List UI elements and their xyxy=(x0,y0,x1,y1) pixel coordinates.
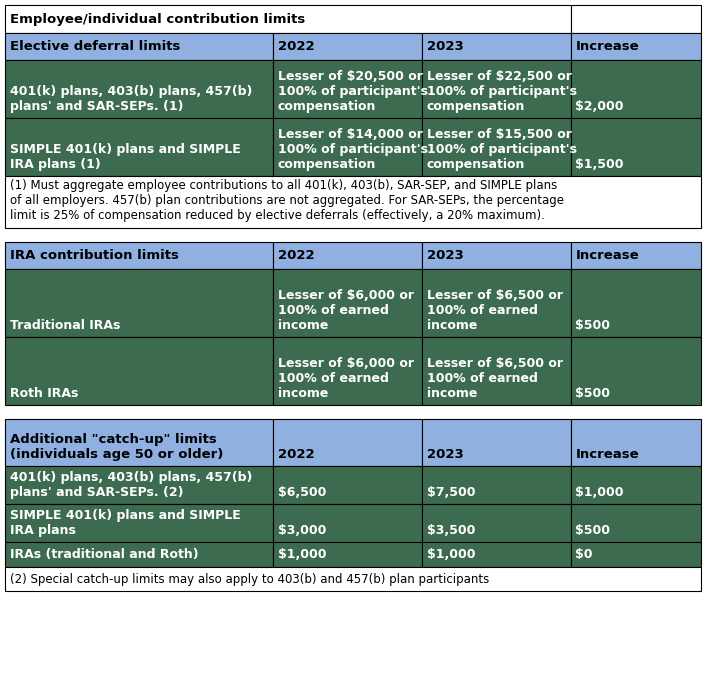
Text: $1,500: $1,500 xyxy=(575,158,624,171)
Text: (2) Special catch-up limits may also apply to 403(b) and 457(b) plan participant: (2) Special catch-up limits may also app… xyxy=(10,572,489,586)
Bar xyxy=(273,419,421,466)
Text: (1) Must aggregate employee contributions to all 401(k), 403(b), SAR-SEP, and SI: (1) Must aggregate employee contribution… xyxy=(10,179,564,222)
Text: Roth IRAs: Roth IRAs xyxy=(10,387,78,400)
Text: Elective deferral limits: Elective deferral limits xyxy=(10,40,180,53)
Text: 2023: 2023 xyxy=(426,40,463,53)
Text: Lesser of $15,500 or
100% of participant's
compensation: Lesser of $15,500 or 100% of participant… xyxy=(426,128,577,171)
Bar xyxy=(273,504,421,542)
Text: SIMPLE 401(k) plans and SIMPLE
IRA plans (1): SIMPLE 401(k) plans and SIMPLE IRA plans… xyxy=(10,143,241,171)
Text: $1,000: $1,000 xyxy=(426,548,475,561)
Bar xyxy=(5,242,273,269)
Bar xyxy=(5,33,273,60)
Text: Lesser of $6,000 or
100% of earned
income: Lesser of $6,000 or 100% of earned incom… xyxy=(278,289,414,332)
Bar xyxy=(570,419,701,466)
Bar xyxy=(421,269,570,337)
Bar xyxy=(5,419,273,466)
Text: 401(k) plans, 403(b) plans, 457(b)
plans' and SAR-SEPs. (2): 401(k) plans, 403(b) plans, 457(b) plans… xyxy=(10,471,252,499)
Bar xyxy=(570,269,701,337)
Bar xyxy=(421,337,570,405)
Text: Additional "catch-up" limits
(individuals age 50 or older): Additional "catch-up" limits (individual… xyxy=(10,433,223,461)
Text: Increase: Increase xyxy=(575,40,639,53)
Text: $1,000: $1,000 xyxy=(575,486,624,499)
Bar xyxy=(5,567,701,591)
Text: Lesser of $6,500 or
100% of earned
income: Lesser of $6,500 or 100% of earned incom… xyxy=(426,289,563,332)
Bar xyxy=(273,337,421,405)
Text: Lesser of $22,500 or
100% of participant's
compensation: Lesser of $22,500 or 100% of participant… xyxy=(426,70,577,113)
Bar xyxy=(5,118,273,176)
Bar xyxy=(273,33,421,60)
Text: $500: $500 xyxy=(575,387,611,400)
Text: $3,500: $3,500 xyxy=(426,524,475,537)
Bar xyxy=(570,60,701,118)
Text: IRA contribution limits: IRA contribution limits xyxy=(10,249,179,262)
Bar xyxy=(5,466,273,504)
Bar xyxy=(570,504,701,542)
Bar xyxy=(273,269,421,337)
Bar xyxy=(421,33,570,60)
Bar xyxy=(421,118,570,176)
Text: 2022: 2022 xyxy=(278,40,314,53)
Text: 2022: 2022 xyxy=(278,448,314,461)
Text: $500: $500 xyxy=(575,319,611,332)
Text: $3,000: $3,000 xyxy=(278,524,326,537)
Bar xyxy=(5,176,701,228)
Text: Lesser of $6,000 or
100% of earned
income: Lesser of $6,000 or 100% of earned incom… xyxy=(278,357,414,400)
Bar xyxy=(5,542,273,567)
Bar xyxy=(570,466,701,504)
Text: 2023: 2023 xyxy=(426,249,463,262)
Bar xyxy=(421,466,570,504)
Text: $7,500: $7,500 xyxy=(426,486,475,499)
Bar xyxy=(273,60,421,118)
Text: Traditional IRAs: Traditional IRAs xyxy=(10,319,121,332)
Bar xyxy=(570,5,701,33)
Bar xyxy=(570,337,701,405)
Text: $2,000: $2,000 xyxy=(575,100,624,113)
Text: 2022: 2022 xyxy=(278,249,314,262)
Text: 401(k) plans, 403(b) plans, 457(b)
plans' and SAR-SEPs. (1): 401(k) plans, 403(b) plans, 457(b) plans… xyxy=(10,85,252,113)
Text: Increase: Increase xyxy=(575,448,639,461)
Bar xyxy=(5,337,273,405)
Bar xyxy=(273,542,421,567)
Bar xyxy=(273,118,421,176)
Bar xyxy=(421,419,570,466)
Bar xyxy=(273,242,421,269)
Text: $0: $0 xyxy=(575,548,593,561)
Text: $1,000: $1,000 xyxy=(278,548,326,561)
Bar xyxy=(5,60,273,118)
Text: $6,500: $6,500 xyxy=(278,486,326,499)
Text: Lesser of $14,000 or
100% of participant's
compensation: Lesser of $14,000 or 100% of participant… xyxy=(278,128,428,171)
Bar xyxy=(570,242,701,269)
Text: $500: $500 xyxy=(575,524,611,537)
Bar xyxy=(570,33,701,60)
Bar xyxy=(5,504,273,542)
Bar xyxy=(273,466,421,504)
Bar xyxy=(570,542,701,567)
Bar xyxy=(421,242,570,269)
Text: Lesser of $6,500 or
100% of earned
income: Lesser of $6,500 or 100% of earned incom… xyxy=(426,357,563,400)
Bar xyxy=(5,5,570,33)
Bar xyxy=(421,60,570,118)
Text: Employee/individual contribution limits: Employee/individual contribution limits xyxy=(10,12,305,25)
Text: Increase: Increase xyxy=(575,249,639,262)
Text: SIMPLE 401(k) plans and SIMPLE
IRA plans: SIMPLE 401(k) plans and SIMPLE IRA plans xyxy=(10,509,241,537)
Bar xyxy=(570,118,701,176)
Bar xyxy=(421,542,570,567)
Bar xyxy=(421,504,570,542)
Text: Lesser of $20,500 or
100% of participant's
compensation: Lesser of $20,500 or 100% of participant… xyxy=(278,70,428,113)
Bar xyxy=(5,269,273,337)
Text: 2023: 2023 xyxy=(426,448,463,461)
Text: IRAs (traditional and Roth): IRAs (traditional and Roth) xyxy=(10,548,198,561)
